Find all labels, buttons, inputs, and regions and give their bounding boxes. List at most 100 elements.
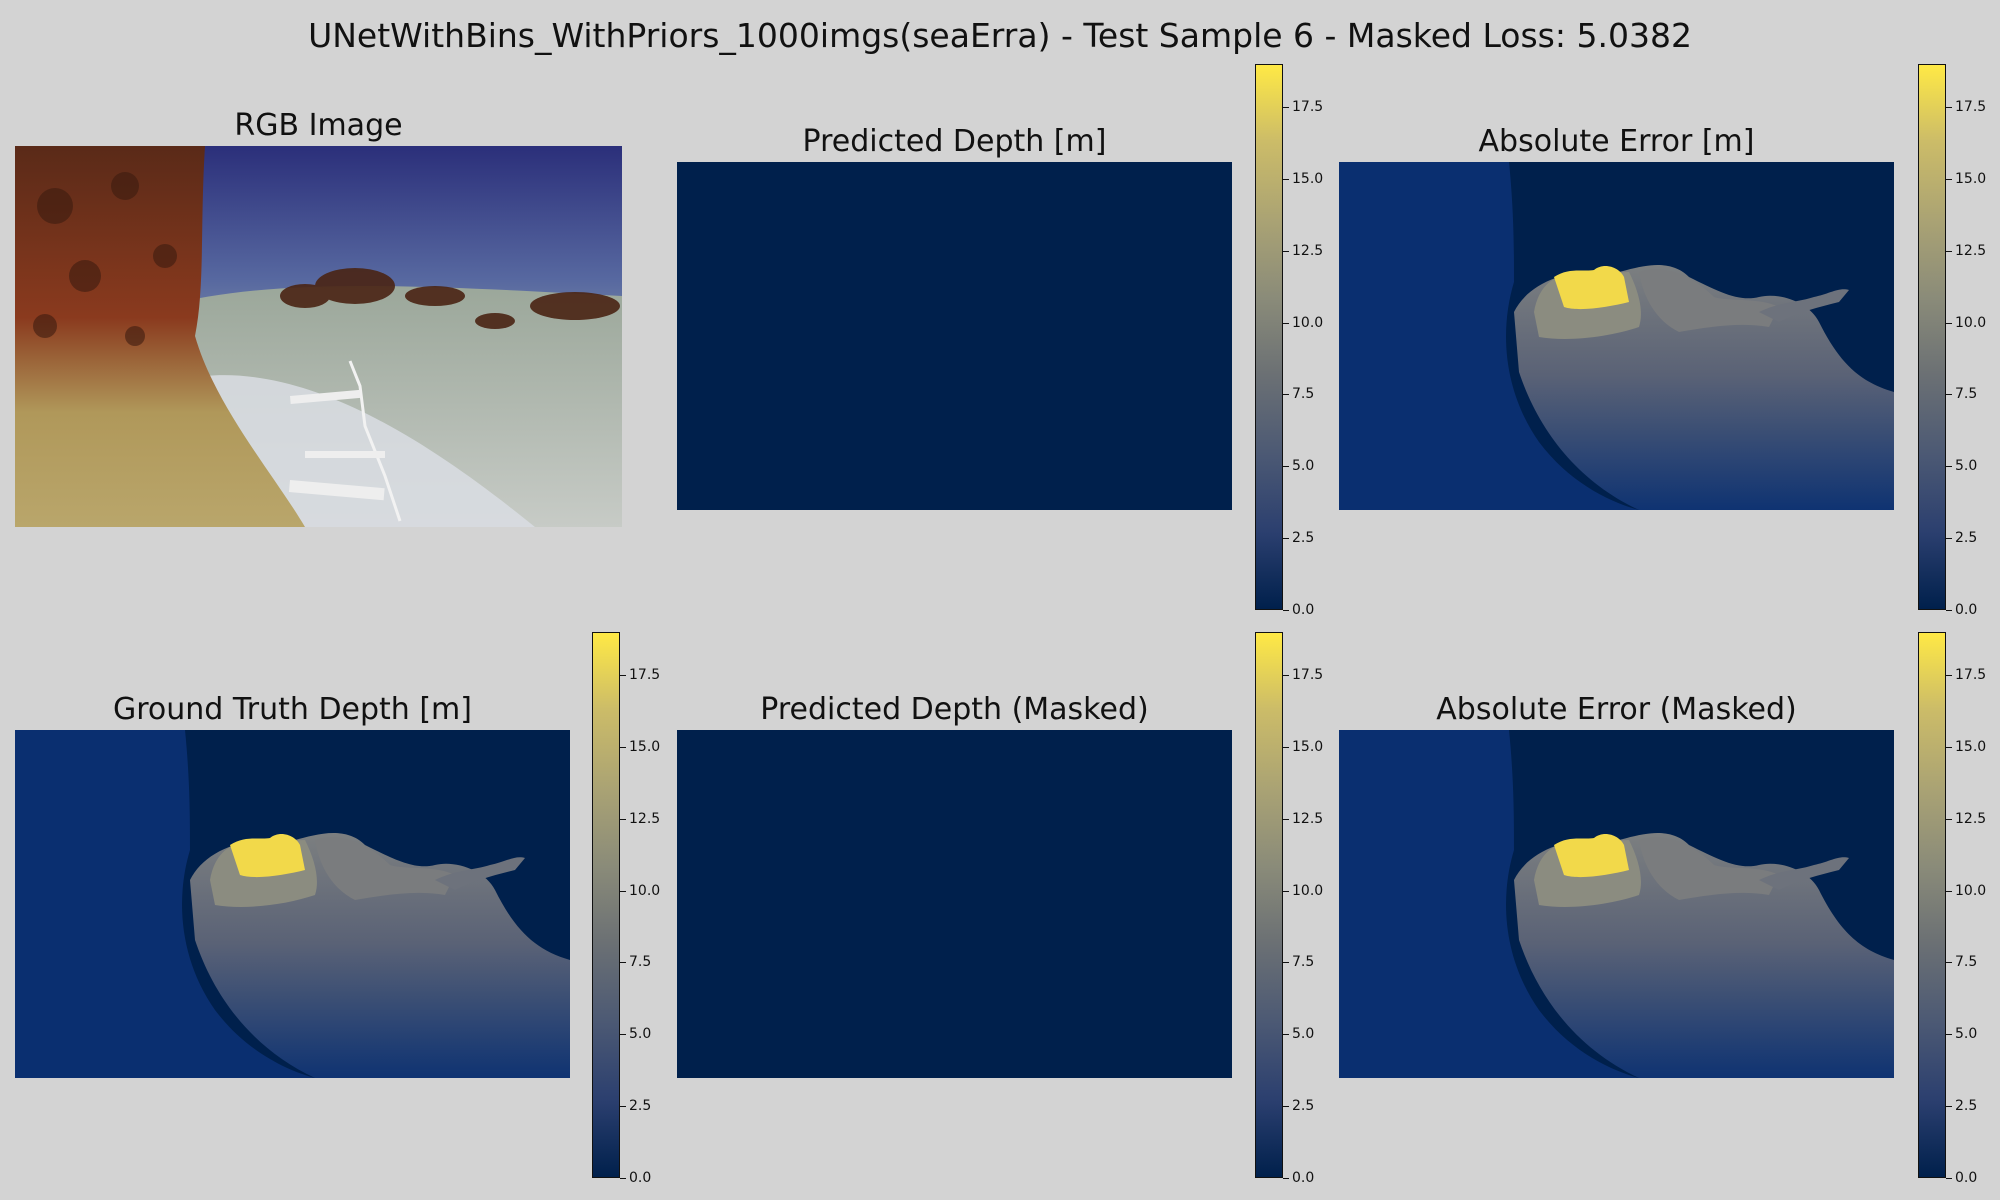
colorbar-tick-label: 7.5 bbox=[1955, 386, 1978, 402]
colorbar-tick-label: 2.5 bbox=[1292, 530, 1315, 546]
colorbar-tick bbox=[1283, 466, 1289, 467]
colorbar-tick-label: 10.0 bbox=[1955, 315, 1987, 331]
colorbar-tick bbox=[1946, 747, 1952, 748]
colorbar-tick bbox=[1946, 1034, 1952, 1035]
colorbar-tick-label: 2.5 bbox=[1955, 1098, 1978, 1114]
colorbar-tick bbox=[1283, 1034, 1289, 1035]
colorbar-tick-label: 10.0 bbox=[1955, 883, 1987, 899]
colorbar-tick-label: 15.0 bbox=[1955, 171, 1987, 187]
err-masked-panel-title: Absolute Error (Masked) bbox=[1436, 692, 1797, 727]
colorbar-tick-label: 12.5 bbox=[1955, 811, 1987, 827]
colorbar-tick-label: 0.0 bbox=[1292, 1170, 1315, 1186]
colorbar bbox=[1255, 632, 1283, 1178]
colorbar-tick-label: 12.5 bbox=[1292, 811, 1324, 827]
colorbar-tick-label: 17.5 bbox=[1292, 667, 1324, 683]
colorbar-tick bbox=[1283, 179, 1289, 180]
colorbar-tick-label: 17.5 bbox=[1292, 99, 1324, 115]
figure-title: UNetWithBins_WithPriors_1000imgs(seaErra… bbox=[308, 16, 1692, 55]
colorbar-tick-label: 2.5 bbox=[629, 1098, 652, 1114]
colorbar-tick bbox=[1946, 610, 1952, 611]
colorbar-tick bbox=[1283, 323, 1289, 324]
colorbar-tick bbox=[620, 962, 626, 963]
colorbar-tick-label: 5.0 bbox=[1955, 458, 1978, 474]
colorbar bbox=[1918, 632, 1946, 1178]
colorbar-tick-label: 12.5 bbox=[1292, 243, 1324, 259]
colorbar-tick-label: 0.0 bbox=[1292, 602, 1315, 618]
colorbar-tick-label: 15.0 bbox=[629, 739, 661, 755]
colorbar bbox=[592, 632, 620, 1178]
colorbar-tick-label: 7.5 bbox=[1292, 386, 1315, 402]
colorbar-tick bbox=[620, 675, 626, 676]
colorbar-tick-label: 5.0 bbox=[1955, 1026, 1978, 1042]
colorbar-tick bbox=[1283, 1106, 1289, 1107]
colorbar-tick-label: 15.0 bbox=[1292, 171, 1324, 187]
colorbar-tick-label: 12.5 bbox=[1955, 243, 1987, 259]
colorbar-tick-label: 17.5 bbox=[1955, 667, 1987, 683]
colorbar-tick-label: 17.5 bbox=[1955, 99, 1987, 115]
ground-truth-depth-map bbox=[15, 730, 570, 1078]
colorbar-tick-label: 7.5 bbox=[629, 954, 652, 970]
colorbar-tick bbox=[1946, 891, 1952, 892]
colorbar-tick bbox=[620, 747, 626, 748]
gt-panel-title: Ground Truth Depth [m] bbox=[112, 692, 472, 727]
colorbar-tick-label: 5.0 bbox=[1292, 458, 1315, 474]
colorbar-tick bbox=[1946, 251, 1952, 252]
predicted-depth-map bbox=[677, 162, 1232, 510]
colorbar-tick bbox=[1946, 466, 1952, 467]
colorbar-tick bbox=[1946, 962, 1952, 963]
colorbar-tick-label: 17.5 bbox=[629, 667, 661, 683]
pred-masked-panel-title: Predicted Depth (Masked) bbox=[760, 692, 1149, 727]
colorbar-tick-label: 7.5 bbox=[1292, 954, 1315, 970]
absolute-error-map bbox=[1339, 162, 1894, 510]
colorbar-tick bbox=[1283, 819, 1289, 820]
colorbar-tick bbox=[620, 891, 626, 892]
colorbar-tick bbox=[1283, 107, 1289, 108]
colorbar-tick bbox=[620, 819, 626, 820]
colorbar-tick-label: 10.0 bbox=[1292, 883, 1324, 899]
colorbar-tick bbox=[1946, 323, 1952, 324]
depth-heatmap bbox=[15, 730, 570, 1078]
colorbar-tick bbox=[1946, 538, 1952, 539]
colorbar-tick bbox=[1283, 251, 1289, 252]
predicted-depth-masked-map bbox=[677, 730, 1232, 1078]
colorbar-tick bbox=[1946, 394, 1952, 395]
err-panel-title: Absolute Error [m] bbox=[1478, 124, 1755, 159]
colorbar bbox=[1255, 64, 1283, 610]
colorbar-tick-label: 15.0 bbox=[1955, 739, 1987, 755]
colorbar-tick bbox=[620, 1178, 626, 1179]
colorbar-tick-label: 10.0 bbox=[629, 883, 661, 899]
rgb-panel-title: RGB Image bbox=[234, 108, 403, 143]
absolute-error-masked-map bbox=[1339, 730, 1894, 1078]
colorbar-tick-label: 15.0 bbox=[1292, 739, 1324, 755]
colorbar-tick-label: 7.5 bbox=[1955, 954, 1978, 970]
colorbar-tick bbox=[1283, 962, 1289, 963]
colorbar bbox=[1918, 64, 1946, 610]
depth-heatmap bbox=[1339, 162, 1894, 510]
colorbar-tick-label: 12.5 bbox=[629, 811, 661, 827]
colorbar-tick bbox=[1946, 819, 1952, 820]
colorbar-tick-label: 10.0 bbox=[1292, 315, 1324, 331]
colorbar-tick bbox=[1283, 891, 1289, 892]
colorbar-tick-label: 2.5 bbox=[1955, 530, 1978, 546]
colorbar-tick bbox=[1283, 538, 1289, 539]
colorbar-tick-label: 5.0 bbox=[1292, 1026, 1315, 1042]
rgb-image bbox=[15, 146, 622, 527]
pred-panel-title: Predicted Depth [m] bbox=[802, 124, 1107, 159]
colorbar-tick-label: 5.0 bbox=[629, 1026, 652, 1042]
colorbar-tick bbox=[1283, 1178, 1289, 1179]
colorbar-tick bbox=[620, 1106, 626, 1107]
colorbar-tick bbox=[1283, 747, 1289, 748]
colorbar-tick bbox=[1283, 394, 1289, 395]
colorbar-tick-label: 0.0 bbox=[1955, 1170, 1978, 1186]
depth-heatmap bbox=[1339, 730, 1894, 1078]
colorbar-tick bbox=[1283, 675, 1289, 676]
colorbar-tick bbox=[1946, 1178, 1952, 1179]
colorbar-tick-label: 0.0 bbox=[1955, 602, 1978, 618]
colorbar-tick bbox=[1946, 107, 1952, 108]
colorbar-tick bbox=[1283, 610, 1289, 611]
colorbar-tick bbox=[1946, 179, 1952, 180]
colorbar-tick bbox=[1946, 1106, 1952, 1107]
colorbar-tick bbox=[620, 1034, 626, 1035]
colorbar-tick-label: 2.5 bbox=[1292, 1098, 1315, 1114]
colorbar-tick-label: 0.0 bbox=[629, 1170, 652, 1186]
